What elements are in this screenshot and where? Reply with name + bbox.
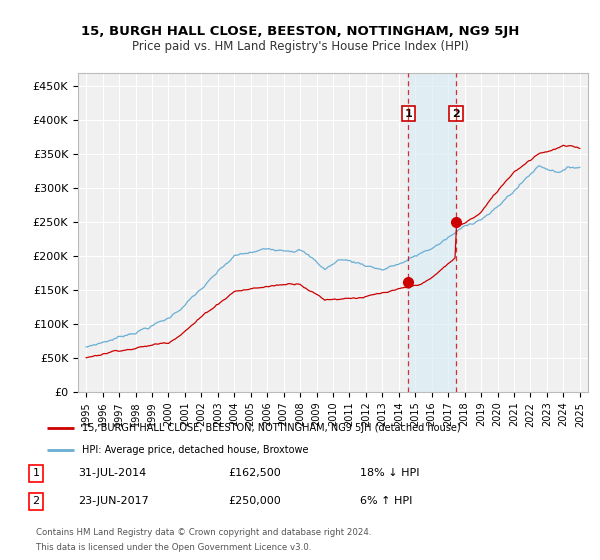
Text: 1: 1 bbox=[404, 109, 412, 119]
Text: 18% ↓ HPI: 18% ↓ HPI bbox=[360, 468, 419, 478]
Text: 1: 1 bbox=[32, 468, 40, 478]
Text: 15, BURGH HALL CLOSE, BEESTON, NOTTINGHAM, NG9 5JH: 15, BURGH HALL CLOSE, BEESTON, NOTTINGHA… bbox=[81, 25, 519, 38]
Text: HPI: Average price, detached house, Broxtowe: HPI: Average price, detached house, Brox… bbox=[82, 445, 308, 455]
Text: 23-JUN-2017: 23-JUN-2017 bbox=[78, 496, 149, 506]
Text: 2: 2 bbox=[32, 496, 40, 506]
Text: Contains HM Land Registry data © Crown copyright and database right 2024.: Contains HM Land Registry data © Crown c… bbox=[36, 528, 371, 536]
Text: 31-JUL-2014: 31-JUL-2014 bbox=[78, 468, 146, 478]
Text: Price paid vs. HM Land Registry's House Price Index (HPI): Price paid vs. HM Land Registry's House … bbox=[131, 40, 469, 53]
Text: £162,500: £162,500 bbox=[228, 468, 281, 478]
Text: 2: 2 bbox=[452, 109, 460, 119]
Text: This data is licensed under the Open Government Licence v3.0.: This data is licensed under the Open Gov… bbox=[36, 543, 311, 552]
Text: 6% ↑ HPI: 6% ↑ HPI bbox=[360, 496, 412, 506]
Text: £250,000: £250,000 bbox=[228, 496, 281, 506]
Bar bbox=[408, 73, 456, 392]
Text: 15, BURGH HALL CLOSE, BEESTON, NOTTINGHAM, NG9 5JH (detached house): 15, BURGH HALL CLOSE, BEESTON, NOTTINGHA… bbox=[82, 423, 461, 433]
